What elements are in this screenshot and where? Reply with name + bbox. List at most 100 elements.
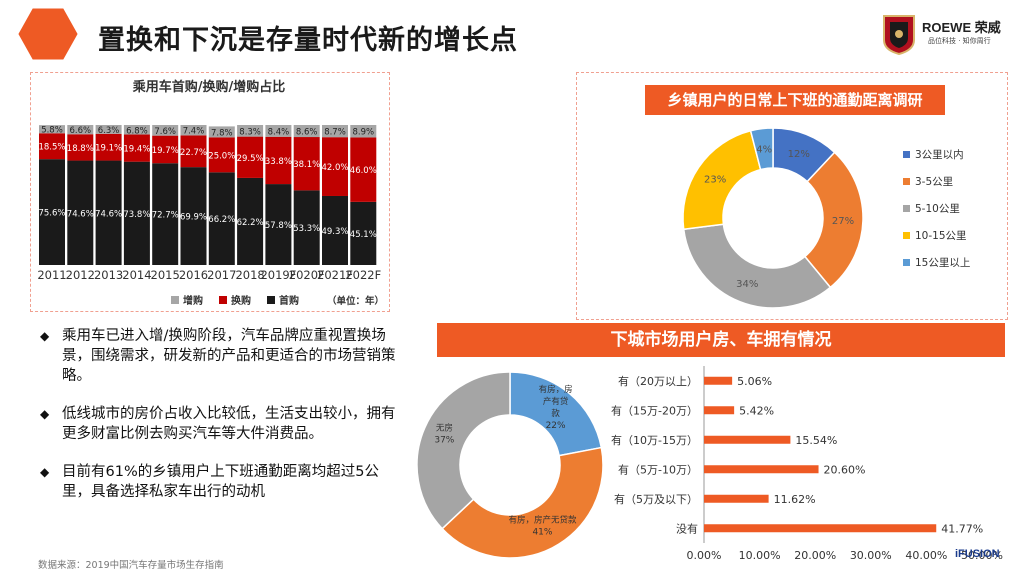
slice-value-label: 27% <box>832 216 854 227</box>
legend-swatch <box>903 205 910 212</box>
x-tick-label: 2014 <box>122 268 151 282</box>
donut-slice <box>682 223 832 309</box>
bar <box>704 494 769 503</box>
roewe-logo <box>883 15 915 56</box>
bar-segment <box>237 125 264 137</box>
data-label: 8.7% <box>324 128 346 138</box>
bar-segment <box>95 133 122 161</box>
x-tick-label: 2018 <box>235 268 264 282</box>
data-label: 29.5% <box>237 154 264 164</box>
commute-donut-chart: 12% 27% 34% 23% 4% 3公里以内 3-5公里 5-10公里 10-15公里 15公… <box>682 127 970 309</box>
slice-category-label: 款 <box>551 408 560 419</box>
y-tick-label: 有（5万及以下） <box>614 492 698 506</box>
data-label: 7.6% <box>154 127 176 137</box>
data-label: 57.8% <box>265 221 292 231</box>
purchase-type-panel <box>30 72 390 312</box>
bar-segment <box>322 125 348 138</box>
bar-segment <box>123 161 150 265</box>
data-label: 66.2% <box>208 215 235 225</box>
legend-label: 3公里以内 <box>915 148 964 161</box>
data-label: 6.6% <box>69 126 91 136</box>
bar-segment <box>39 133 65 160</box>
data-label: 7.8% <box>211 128 233 138</box>
data-label: 42.0% <box>321 163 348 173</box>
x-tick-label: 2020F <box>289 268 325 282</box>
slice-category-label: 产有贷 <box>543 396 569 407</box>
bar-segment <box>95 125 122 134</box>
x-tick-label: 2019F <box>260 268 296 282</box>
legend-label: 3-5公里 <box>915 176 953 188</box>
data-label: 5.8% <box>41 126 63 136</box>
slice-value-label: 37% <box>434 436 454 446</box>
legend-swatch <box>903 259 910 266</box>
slice-value-label: 23% <box>704 175 726 186</box>
data-label: 7.4% <box>183 127 205 137</box>
bar-segment <box>350 125 377 138</box>
bar-segment <box>265 136 292 185</box>
bar-segment <box>180 135 207 168</box>
data-label: 62.2% <box>237 218 264 228</box>
x-tick-label: 2012 <box>66 268 95 282</box>
data-label: 53.3% <box>293 224 320 234</box>
x-tick-label: 10.00% <box>739 549 781 560</box>
bar-segment <box>39 125 65 134</box>
legend-swatch <box>267 296 275 304</box>
y-tick-label: 有（15万-20万） <box>611 403 698 417</box>
data-label: 18.5% <box>38 143 65 153</box>
bar-segment <box>208 126 235 138</box>
bar-segment <box>67 125 94 135</box>
x-tick-label: 2015 <box>151 268 180 282</box>
bar-segment <box>322 195 348 265</box>
legend-label: 15公里以上 <box>915 257 970 269</box>
x-tick-label: 40.00% <box>905 549 947 560</box>
data-label: 46.0% <box>350 166 377 176</box>
legend-label: 增购 <box>183 294 203 307</box>
diamond-icon: ◆ <box>40 465 50 479</box>
commute-panel <box>576 72 1008 320</box>
bar-segment <box>293 190 320 265</box>
bar <box>704 376 733 385</box>
data-label: 19.4% <box>123 145 150 155</box>
legend-swatch <box>903 151 910 158</box>
slice-category-label: 有房，房 <box>539 384 573 395</box>
slice-category-label: 有房，房产无贷款 <box>508 515 577 526</box>
bar-segment <box>208 172 235 265</box>
bar-segment <box>293 137 320 191</box>
data-label: 20.60% <box>824 463 866 476</box>
data-label: 6.3% <box>98 126 120 136</box>
bar-segment <box>322 137 348 196</box>
bullet-list: ◆ 乘用车已进入增/换购阶段，汽车品牌应重视置换场景，围绕需求，研发新的产品和更适… <box>38 326 398 520</box>
legend-label: 10-15公里 <box>915 230 967 242</box>
data-label: 8.6% <box>296 128 318 138</box>
bar-segment <box>265 184 292 265</box>
brand-tagline: 品位科技 · 知你周行 <box>928 37 991 45</box>
bar-segment <box>39 159 65 265</box>
x-tick-label: 2017 <box>207 268 236 282</box>
bar-segment <box>123 134 150 162</box>
bar-segment <box>293 125 320 138</box>
data-label: 49.3% <box>321 227 348 237</box>
bar-segment <box>123 125 150 135</box>
data-label: 15.54% <box>795 434 837 447</box>
bar-segment <box>67 160 94 265</box>
bullet-item: ◆ 低线城市的房价占收入比较低，生活支出较小，拥有更多财富比例去购买汽车等大件消费… <box>40 406 396 442</box>
bar <box>704 406 735 415</box>
bar-segment <box>95 160 122 265</box>
bar-segment <box>208 137 235 173</box>
data-label: 74.6% <box>95 209 122 219</box>
brand-name: ROEWE 荣威 <box>922 20 1001 35</box>
data-label: 8.9% <box>352 128 374 138</box>
car-ownership-bar-chart: 有（20万以上） 5.06% 有（15万-20万） 5.42% 有（10万-15万） 15… <box>611 366 1003 560</box>
x-tick-label: 0.00% <box>687 549 722 560</box>
legend-swatch <box>171 296 179 304</box>
data-label: 69.9% <box>180 213 207 223</box>
legend-swatch <box>903 178 910 185</box>
bar-segment <box>152 163 179 265</box>
legend-label: 5-10公里 <box>915 203 960 215</box>
data-label: 72.7% <box>152 211 179 221</box>
diamond-icon: ◆ <box>40 407 50 421</box>
x-tick-label: 30.00% <box>850 549 892 560</box>
y-tick-label: 有（20万以上） <box>618 374 698 388</box>
x-tick-label: 2011 <box>37 268 66 282</box>
